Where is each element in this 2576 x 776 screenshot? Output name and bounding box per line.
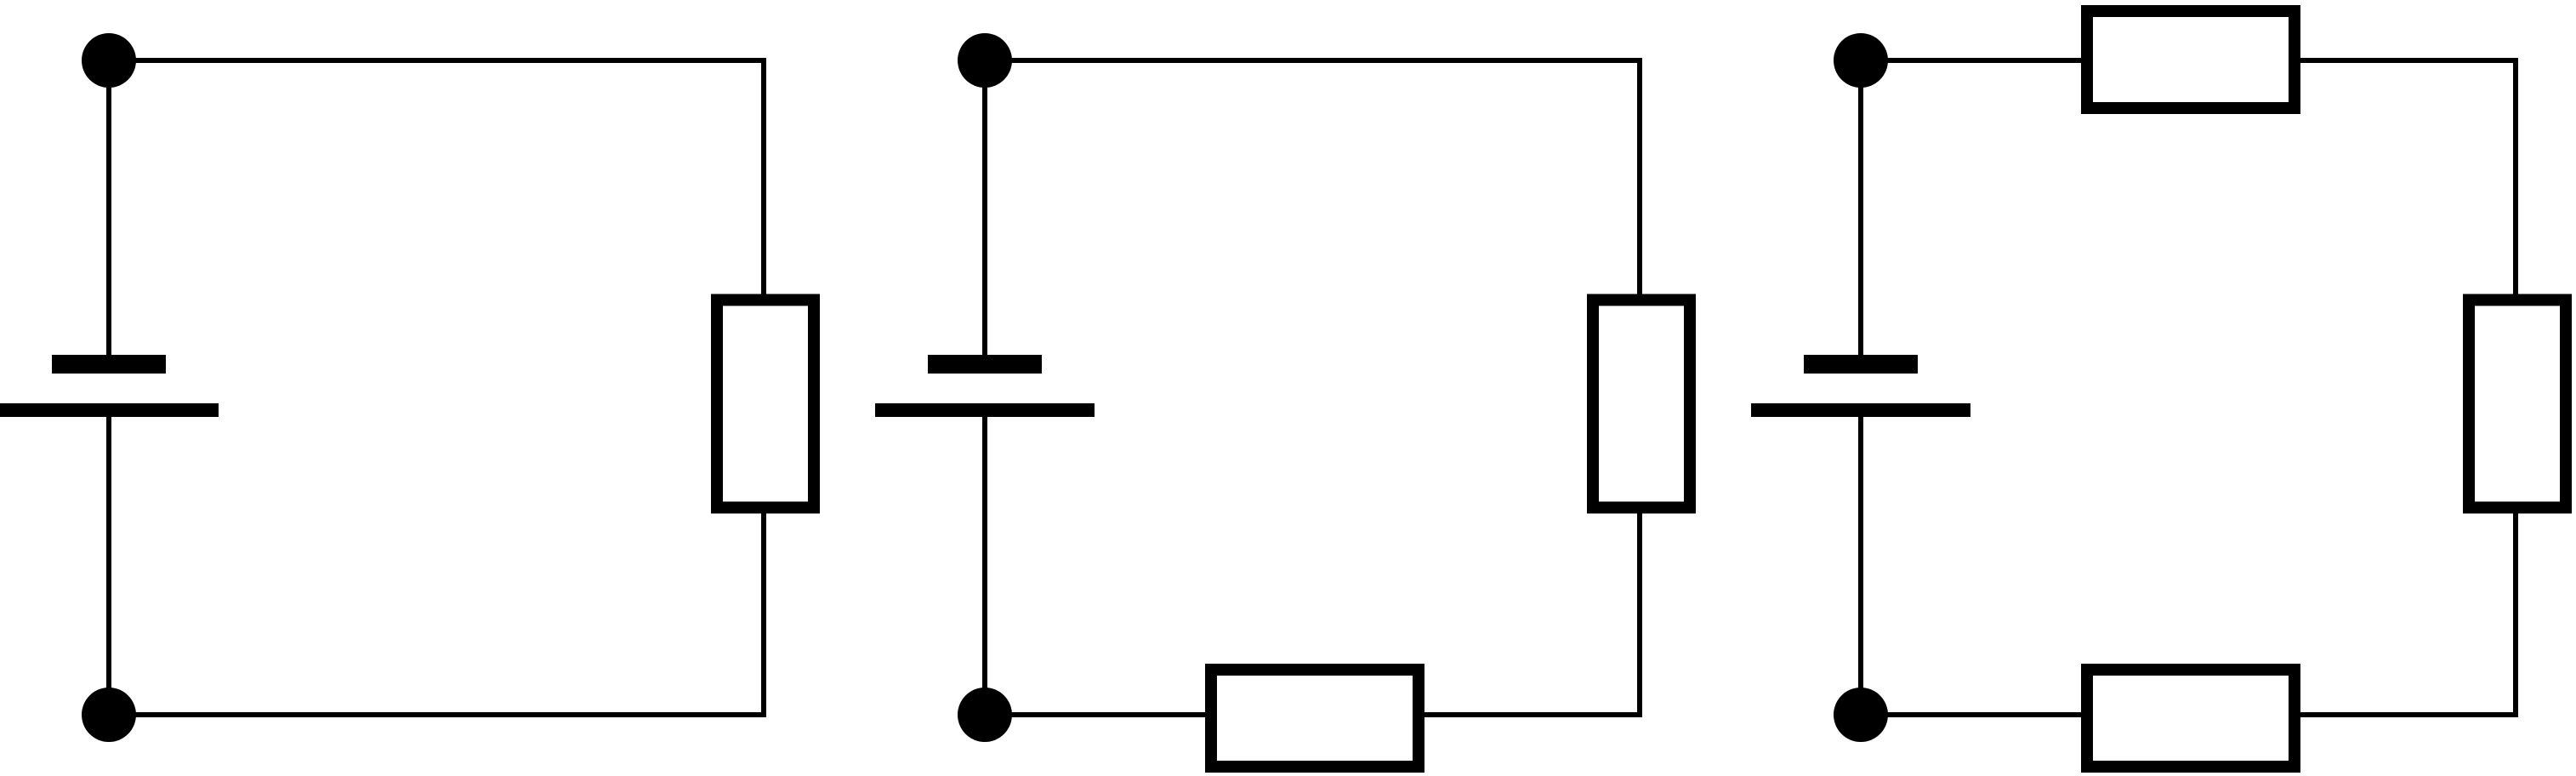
resistor-right bbox=[1587, 294, 1696, 514]
terminal-bottom bbox=[958, 688, 1012, 742]
battery-negative-plate bbox=[1804, 355, 1918, 374]
terminal-top bbox=[958, 33, 1012, 88]
terminal-bottom bbox=[1834, 688, 1888, 742]
terminal-top bbox=[1834, 33, 1888, 88]
battery-positive-plate bbox=[1751, 403, 1970, 417]
resistor-bottom bbox=[2081, 664, 2300, 773]
battery-negative-plate bbox=[52, 355, 166, 374]
battery-positive-plate bbox=[0, 403, 219, 417]
battery-positive-plate bbox=[875, 403, 1095, 417]
circuit-1 bbox=[0, 33, 820, 742]
terminal-bottom bbox=[82, 688, 136, 742]
battery-negative-plate bbox=[928, 355, 1042, 374]
resistor-right bbox=[711, 294, 820, 514]
resistor-bottom bbox=[1205, 664, 1424, 773]
resistor-top bbox=[2081, 5, 2300, 114]
terminal-top bbox=[82, 33, 136, 88]
circuit-3 bbox=[1751, 5, 2572, 773]
resistor-right bbox=[2463, 294, 2572, 514]
circuit-2 bbox=[875, 33, 1696, 773]
